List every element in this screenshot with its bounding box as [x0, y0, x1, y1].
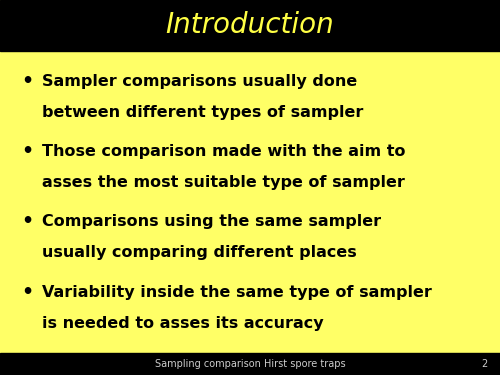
Text: Those comparison made with the aim to: Those comparison made with the aim to [42, 144, 406, 159]
Text: Introduction: Introduction [166, 11, 334, 39]
Text: usually comparing different places: usually comparing different places [42, 245, 357, 260]
Bar [0, 0, 500, 51]
Text: •: • [22, 142, 34, 161]
Bar [0, 353, 500, 375]
Text: between different types of sampler: between different types of sampler [42, 105, 364, 120]
Text: Sampler comparisons usually done: Sampler comparisons usually done [42, 74, 358, 88]
Text: Variability inside the same type of sampler: Variability inside the same type of samp… [42, 285, 432, 300]
Text: •: • [22, 212, 34, 231]
Text: •: • [22, 72, 34, 91]
Text: asses the most suitable type of sampler: asses the most suitable type of sampler [42, 175, 406, 190]
Text: 2: 2 [481, 359, 488, 369]
Text: Comparisons using the same sampler: Comparisons using the same sampler [42, 214, 382, 230]
Text: •: • [22, 283, 34, 302]
Text: is needed to asses its accuracy: is needed to asses its accuracy [42, 316, 324, 331]
Text: Sampling comparison Hirst spore traps: Sampling comparison Hirst spore traps [154, 359, 346, 369]
